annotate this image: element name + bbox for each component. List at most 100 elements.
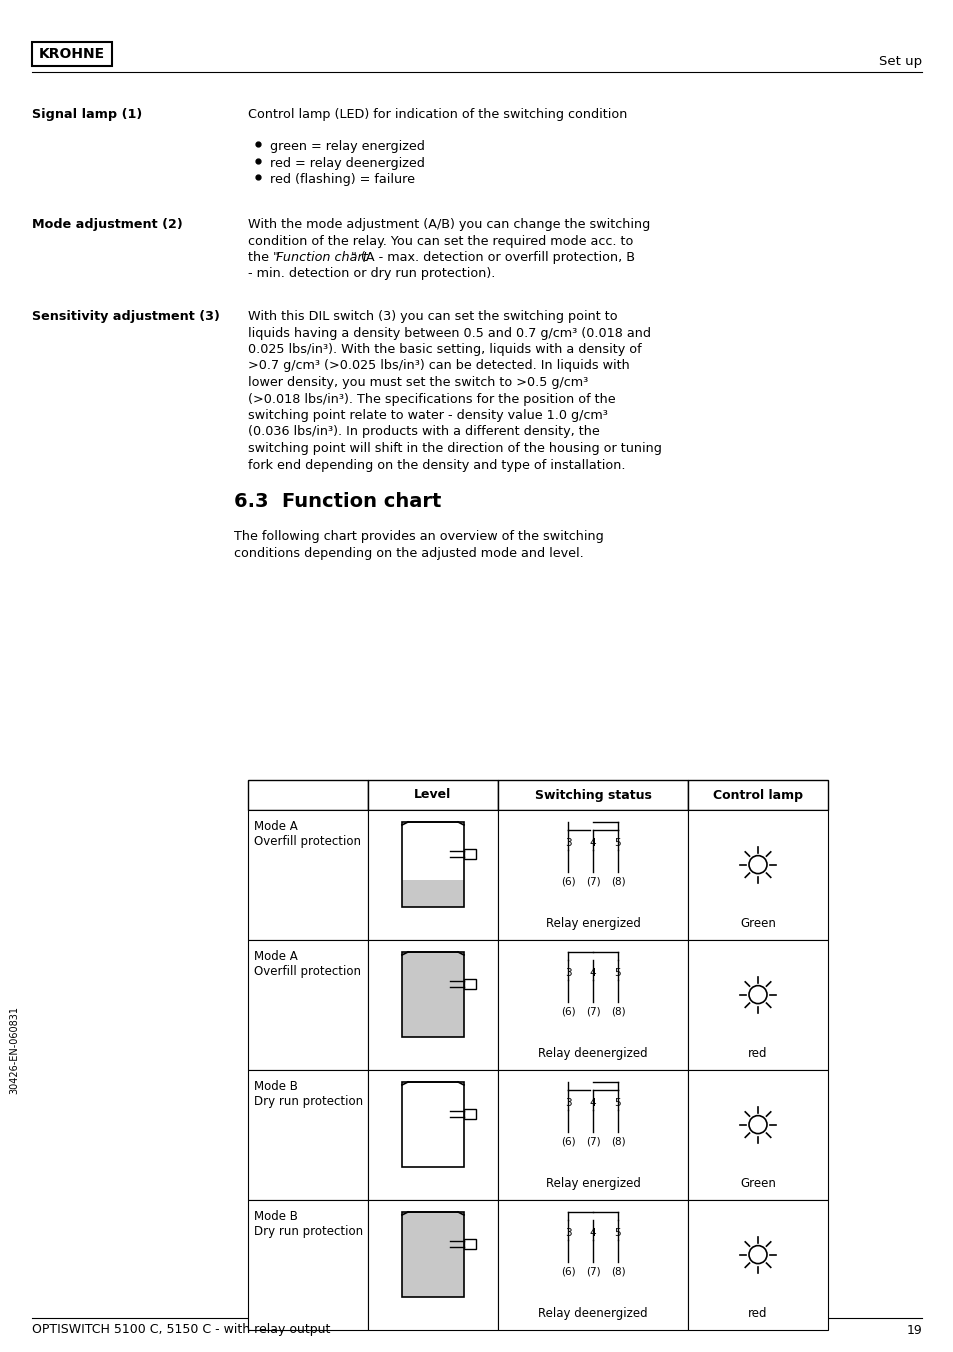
Text: Dry run protection: Dry run protection [253,1095,363,1109]
Text: Overfill protection: Overfill protection [253,836,360,848]
Bar [463,1240,476,1249]
Text: KROHNE: KROHNE [39,47,105,61]
Text: Relay deenergized: Relay deenergized [537,1307,647,1320]
Text: lower density, you must set the switch to >0.5 g/cm³: lower density, you must set the switch t… [248,376,588,389]
Text: " (A - max. detection or overfill protection, B: " (A - max. detection or overfill protec… [351,251,635,264]
Text: - min. detection or dry run protection).: - min. detection or dry run protection). [248,268,495,280]
Text: >0.7 g/cm³ (>0.025 lbs/in³) can be detected. In liquids with: >0.7 g/cm³ (>0.025 lbs/in³) can be detec… [248,360,629,373]
Text: 3: 3 [564,1228,571,1238]
Text: Overfill protection: Overfill protection [253,965,360,977]
Bar [687,940,827,1069]
Bar [463,849,476,860]
Bar [401,952,463,1037]
Text: 5: 5 [614,968,620,977]
Bar [32,42,112,66]
Text: (7): (7) [585,1136,599,1146]
Text: 3: 3 [564,838,571,848]
Bar [401,1211,463,1297]
Text: (6): (6) [560,1265,575,1276]
Bar [248,780,368,810]
Text: Mode B: Mode B [253,1210,297,1224]
Bar [401,1082,463,1167]
Text: 0.025 lbs/in³). With the basic setting, liquids with a density of: 0.025 lbs/in³). With the basic setting, … [248,343,641,356]
Text: 4: 4 [589,1228,596,1238]
Text: Relay energized: Relay energized [545,1178,639,1190]
Text: Green: Green [740,917,775,930]
Text: Mode A: Mode A [253,950,297,963]
Bar [401,880,463,907]
Bar [401,1211,463,1297]
Text: red (flashing) = failure: red (flashing) = failure [270,173,415,187]
Text: (8): (8) [610,1006,624,1015]
Text: (7): (7) [585,1265,599,1276]
Text: Set up: Set up [878,55,921,69]
Bar [497,1069,687,1201]
Text: (7): (7) [585,876,599,886]
Text: 4: 4 [589,968,596,977]
Text: Function chart: Function chart [275,251,367,264]
Bar [687,780,827,810]
Text: Relay energized: Relay energized [545,917,639,930]
Text: Control lamp (LED) for indication of the switching condition: Control lamp (LED) for indication of the… [248,108,627,120]
Bar [401,822,463,907]
Text: The following chart provides an overview of the switching: The following chart provides an overview… [233,530,603,544]
Text: red: red [747,1307,767,1320]
Text: (6): (6) [560,1136,575,1146]
Text: Level: Level [414,788,451,802]
Bar [401,952,463,1037]
Text: 3: 3 [564,968,571,977]
Text: (8): (8) [610,876,624,886]
Text: Green: Green [740,1178,775,1190]
Bar [687,810,827,940]
Text: Mode B: Mode B [253,1080,297,1092]
Bar [248,810,368,940]
Bar [368,1069,497,1201]
Text: fork end depending on the density and type of installation.: fork end depending on the density and ty… [248,458,625,472]
Bar [497,780,687,810]
Text: OPTISWITCH 5100 C, 5150 C - with relay output: OPTISWITCH 5100 C, 5150 C - with relay o… [32,1324,330,1337]
Bar [401,1211,463,1297]
Text: Sensitivity adjustment (3): Sensitivity adjustment (3) [32,310,219,323]
Text: the ": the " [248,251,278,264]
Text: 6.3  Function chart: 6.3 Function chart [233,492,441,511]
Text: (6): (6) [560,876,575,886]
Text: 19: 19 [905,1324,921,1337]
Bar [368,780,497,810]
Text: liquids having a density between 0.5 and 0.7 g/cm³ (0.018 and: liquids having a density between 0.5 and… [248,326,650,339]
Bar [497,1201,687,1330]
Text: 3: 3 [564,1098,571,1109]
Text: (>0.018 lbs/in³). The specifications for the position of the: (>0.018 lbs/in³). The specifications for… [248,392,615,406]
Text: conditions depending on the adjusted mode and level.: conditions depending on the adjusted mod… [233,546,583,560]
Text: Mode A: Mode A [253,821,297,833]
Bar [248,1069,368,1201]
Text: condition of the relay. You can set the required mode acc. to: condition of the relay. You can set the … [248,234,633,247]
Text: switching point will shift in the direction of the housing or tuning: switching point will shift in the direct… [248,442,661,456]
Bar [497,810,687,940]
Bar [463,979,476,990]
Text: red = relay deenergized: red = relay deenergized [270,157,424,169]
Text: (8): (8) [610,1136,624,1146]
Text: With this DIL switch (3) you can set the switching point to: With this DIL switch (3) you can set the… [248,310,617,323]
Text: (0.036 lbs/in³). In products with a different density, the: (0.036 lbs/in³). In products with a diff… [248,426,599,438]
Bar [463,1109,476,1119]
Bar [687,1069,827,1201]
Bar [401,1082,463,1167]
Text: (7): (7) [585,1006,599,1015]
Bar [248,940,368,1069]
Text: red: red [747,1046,767,1060]
Text: Switching status: Switching status [534,788,651,802]
Text: Dry run protection: Dry run protection [253,1225,363,1238]
Bar [248,1201,368,1330]
Text: (6): (6) [560,1006,575,1015]
Bar [497,940,687,1069]
Text: (8): (8) [610,1265,624,1276]
Text: 5: 5 [614,838,620,848]
Text: Control lamp: Control lamp [712,788,802,802]
Text: 4: 4 [589,1098,596,1109]
Text: Mode adjustment (2): Mode adjustment (2) [32,218,183,231]
Bar [401,952,463,1037]
Bar [368,940,497,1069]
Text: switching point relate to water - density value 1.0 g/cm³: switching point relate to water - densit… [248,410,607,422]
Text: 4: 4 [589,838,596,848]
Bar [368,810,497,940]
